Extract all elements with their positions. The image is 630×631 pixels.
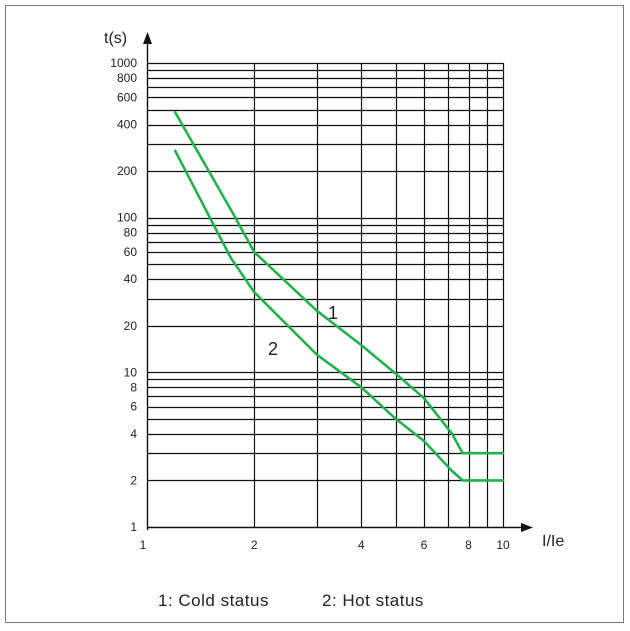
- y-tick-label: 4: [130, 427, 137, 441]
- chart-frame: [5, 5, 624, 623]
- y-tick-label: 1: [130, 520, 137, 534]
- x-tick-label: 6: [421, 538, 428, 552]
- series: [173, 111, 505, 482]
- x-tick-label: 10: [496, 538, 510, 552]
- y-tick-label: 2: [130, 473, 137, 487]
- y-tick-label: 80: [124, 226, 138, 240]
- y-tick-label: 6: [130, 400, 137, 414]
- grid: [147, 62, 505, 527]
- y-tick-label: 200: [117, 164, 137, 178]
- legend: 1: Cold status 2: Hot status: [0, 591, 630, 619]
- x-axis-arrow: [521, 523, 533, 532]
- series-label-cold: 1: [328, 303, 338, 323]
- y-tick-label: 20: [124, 319, 138, 333]
- y-tick-label: 10: [124, 365, 138, 379]
- series-line-hot-status: [173, 149, 505, 482]
- x-tick-label: 1: [140, 538, 147, 552]
- x-axis-label: I/Ie: [542, 533, 564, 550]
- y-tick-label: 600: [117, 90, 137, 104]
- y-axis-label: t(s): [104, 30, 127, 47]
- axes: [143, 32, 533, 532]
- legend-cold-status: 1: Cold status: [158, 591, 269, 610]
- x-tick-label: 2: [251, 538, 258, 552]
- y-tick-label: 40: [124, 272, 138, 286]
- y-tick-label: 400: [117, 118, 137, 132]
- y-tick-label: 1000: [110, 56, 137, 70]
- y-tick-label: 8: [130, 380, 137, 394]
- x-tick-label: 4: [358, 538, 365, 552]
- series-line-cold-status: [173, 111, 505, 455]
- y-tick-label: 60: [124, 245, 138, 259]
- y-tick-label: 100: [117, 211, 137, 225]
- legend-hot-status: 2: Hot status: [322, 591, 424, 610]
- y-axis-arrow: [143, 32, 152, 44]
- x-tick-label: 8: [465, 538, 472, 552]
- series-label-hot: 2: [268, 339, 278, 359]
- y-tick-label: 800: [117, 71, 137, 85]
